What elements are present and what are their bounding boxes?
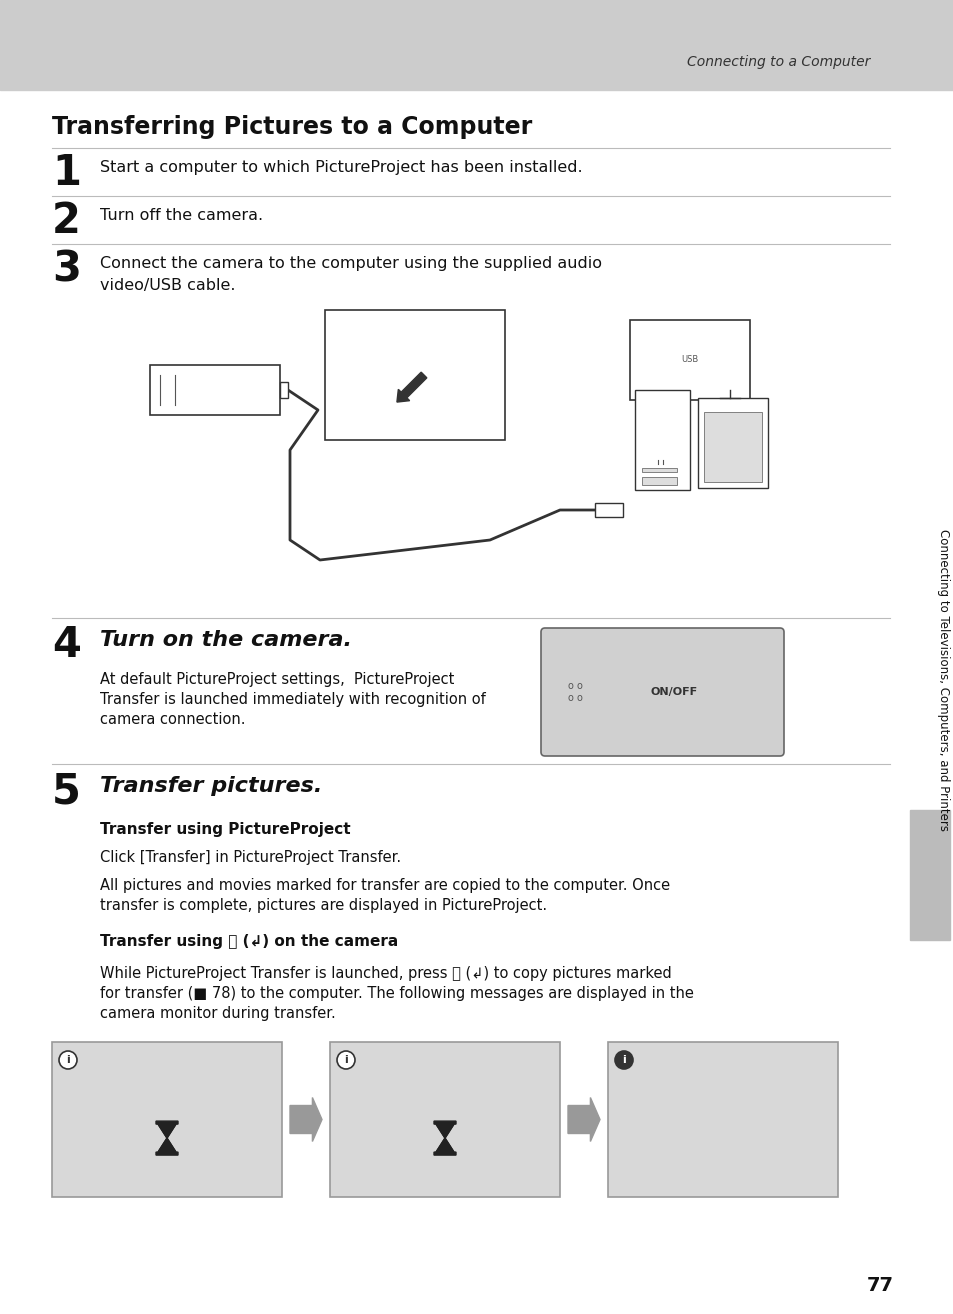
Bar (703, 413, 761, 482)
Bar (629, 321, 749, 399)
Text: 4: 4 (52, 624, 81, 666)
Text: USB: USB (680, 356, 698, 364)
Bar (330, 1042, 559, 1197)
Polygon shape (158, 1138, 175, 1152)
Text: 1: 1 (52, 152, 81, 194)
Text: ON/OFF: ON/OFF (650, 687, 697, 696)
Bar (698, 398, 767, 487)
Text: Transfer is launched immediately with recognition of: Transfer is launched immediately with re… (100, 692, 485, 707)
Text: 77: 77 (865, 1276, 893, 1296)
Text: camera connection.: camera connection. (100, 712, 245, 727)
Text: 5: 5 (52, 770, 81, 812)
Text: 2: 2 (52, 200, 81, 242)
Circle shape (615, 1051, 633, 1070)
Bar (607, 1042, 837, 1197)
Text: i: i (66, 1055, 70, 1066)
Text: Turn on the camera.: Turn on the camera. (100, 629, 352, 650)
Text: transfer is complete, pictures are displayed in PictureProject.: transfer is complete, pictures are displ… (100, 897, 547, 913)
Polygon shape (156, 1121, 178, 1155)
Bar (641, 468, 677, 472)
Text: While PictureProject Transfer is launched, press Ⓢ (↲) to copy pictures marked: While PictureProject Transfer is launche… (100, 966, 671, 982)
Text: Connecting to Televisions, Computers, and Printers: Connecting to Televisions, Computers, an… (937, 530, 949, 830)
Circle shape (59, 1051, 77, 1070)
Text: Click [Transfer] in PictureProject Transfer.: Click [Transfer] in PictureProject Trans… (100, 850, 400, 865)
Polygon shape (436, 1138, 454, 1152)
Text: o o: o o (567, 681, 582, 691)
Bar (909, 809, 949, 940)
Polygon shape (436, 1123, 454, 1138)
Bar (595, 503, 622, 516)
Text: 3: 3 (52, 248, 81, 290)
Polygon shape (158, 1123, 175, 1138)
Text: All pictures and movies marked for transfer are copied to the computer. Once: All pictures and movies marked for trans… (100, 878, 669, 894)
Text: for transfer (■ 78) to the computer. The following messages are displayed in the: for transfer (■ 78) to the computer. The… (100, 986, 693, 1001)
Text: Transferring Pictures to a Computer: Transferring Pictures to a Computer (52, 116, 532, 139)
Text: Transfer using PictureProject: Transfer using PictureProject (100, 823, 351, 837)
Text: Start a computer to which PictureProject has been installed.: Start a computer to which PictureProject… (100, 160, 582, 175)
Polygon shape (567, 1097, 599, 1142)
Text: Transfer using Ⓢ (↲) on the camera: Transfer using Ⓢ (↲) on the camera (100, 934, 397, 949)
Circle shape (336, 1051, 355, 1070)
Bar (280, 382, 288, 398)
Text: Transfer pictures.: Transfer pictures. (100, 777, 322, 796)
FancyArrow shape (396, 372, 426, 402)
Text: Connecting to a Computer: Connecting to a Computer (686, 55, 869, 70)
Text: At default PictureProject settings,  PictureProject: At default PictureProject settings, Pict… (100, 671, 454, 687)
Bar (641, 477, 677, 485)
Text: i: i (621, 1055, 625, 1066)
Bar (635, 390, 689, 490)
Text: o o: o o (567, 692, 582, 703)
Text: i: i (344, 1055, 348, 1066)
Bar (325, 310, 504, 440)
Bar (0, 0, 953, 89)
FancyBboxPatch shape (540, 628, 783, 756)
Bar (52, 1042, 282, 1197)
Polygon shape (290, 1097, 322, 1142)
Polygon shape (434, 1121, 456, 1155)
Bar (150, 365, 280, 415)
Text: camera monitor during transfer.: camera monitor during transfer. (100, 1007, 335, 1021)
Text: Connect the camera to the computer using the supplied audio: Connect the camera to the computer using… (100, 256, 601, 271)
Text: Turn off the camera.: Turn off the camera. (100, 208, 263, 223)
Text: video/USB cable.: video/USB cable. (100, 279, 235, 293)
